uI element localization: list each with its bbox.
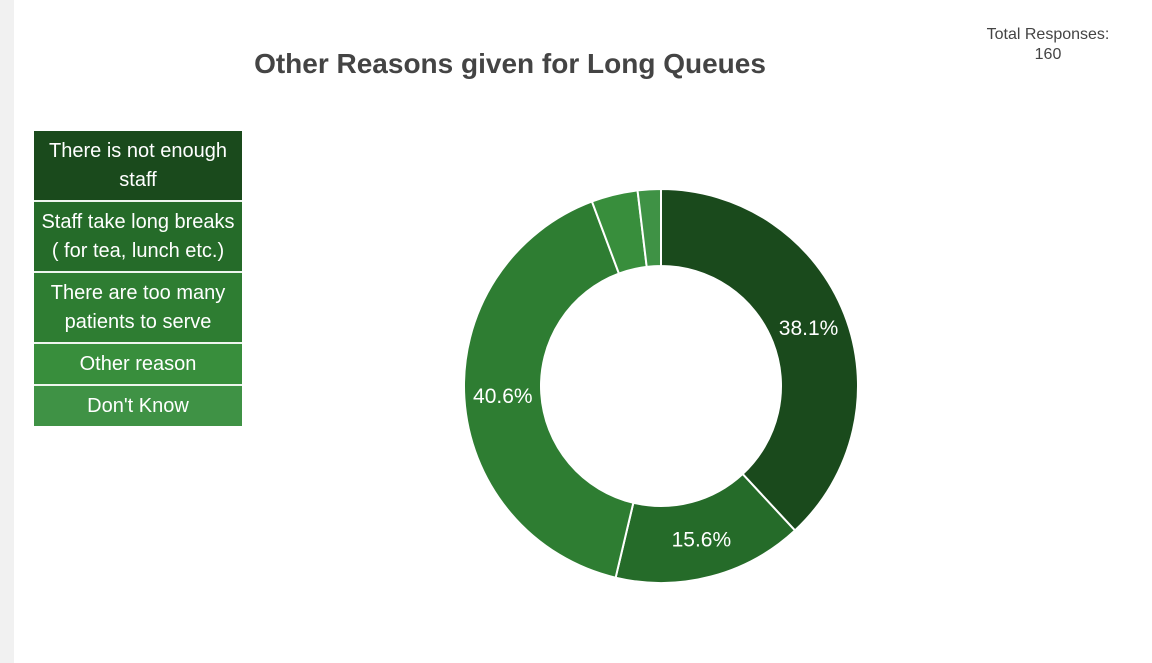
- donut-slice-dont-know[interactable]: [636, 187, 662, 268]
- left-edge-strip: [0, 0, 14, 663]
- slice-label-not-enough-staff: 38.1%: [779, 317, 839, 340]
- slice-label-long-breaks: 15.6%: [672, 528, 732, 551]
- legend-item-long-breaks[interactable]: Staff take long breaks ( for tea, lunch …: [34, 202, 242, 273]
- donut-slice-too-many-patients[interactable]: [463, 200, 635, 579]
- slice-label-too-many-patients: 40.6%: [473, 385, 533, 408]
- total-responses-value: 160: [1034, 46, 1062, 63]
- legend-item-too-many-patients[interactable]: There are too many patients to serve: [34, 273, 242, 344]
- donut-slice-not-enough-staff[interactable]: [660, 187, 859, 532]
- total-responses-label: Total Responses:: [986, 26, 1110, 43]
- legend-item-not-enough-staff[interactable]: There is not enough staff: [34, 131, 242, 202]
- legend: There is not enough staff Staff take lon…: [34, 131, 242, 426]
- legend-item-dont-know[interactable]: Don't Know: [34, 386, 242, 426]
- chart-title: Other Reasons given for Long Queues: [254, 48, 766, 79]
- total-responses: Total Responses: 160: [948, 25, 1148, 65]
- legend-item-other-reason[interactable]: Other reason: [34, 344, 242, 386]
